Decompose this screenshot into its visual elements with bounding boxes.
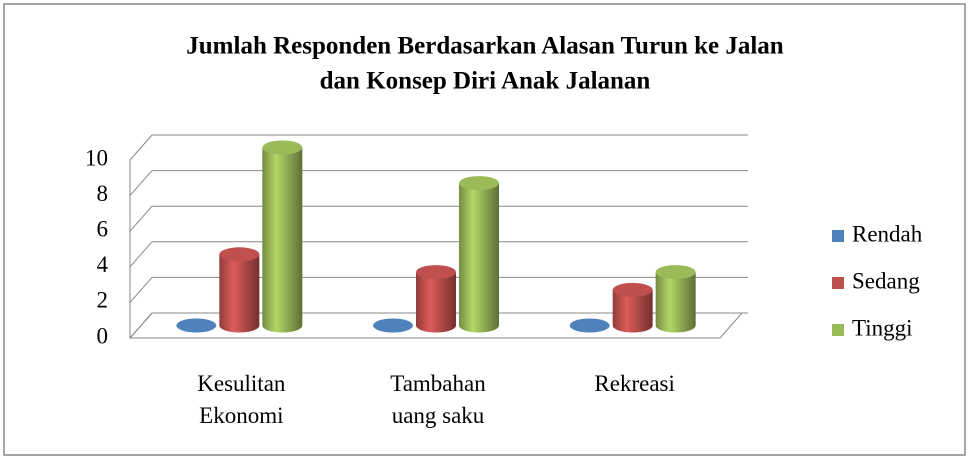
legend-label: Rendah	[852, 221, 923, 246]
bar-body	[416, 272, 457, 333]
y-tick-label: 6	[97, 216, 109, 241]
bar-top	[655, 265, 696, 280]
chart-title: dan Konsep Diri Anak Jalanan	[320, 68, 651, 95]
grid-line	[129, 241, 153, 268]
bar	[612, 282, 653, 333]
y-tick-label: 4	[97, 252, 109, 277]
bar-body	[655, 272, 696, 333]
grid-line	[129, 312, 153, 339]
x-tick-label: Tambahan uang saku	[390, 371, 486, 428]
chart-title: Jumlah Responden Berdasarkan Alasan Turu…	[186, 33, 784, 60]
bar-top	[569, 318, 610, 333]
bar	[416, 265, 457, 333]
bar-top	[373, 318, 413, 333]
bar-body	[459, 183, 499, 333]
bar	[262, 140, 303, 333]
x-tick-label: Kesulitan Ekonomi	[197, 371, 286, 428]
grid-line	[129, 277, 153, 303]
bar-body	[262, 147, 303, 333]
legend-swatch	[832, 324, 844, 336]
bar-top	[176, 318, 217, 333]
y-tick-label: 8	[97, 181, 109, 206]
bar-top	[612, 282, 653, 297]
legend-swatch	[832, 230, 844, 242]
bar	[373, 318, 413, 333]
y-tick-label: 2	[97, 288, 109, 313]
legend-swatch	[832, 277, 844, 289]
grid-line	[129, 170, 153, 196]
x-tick-label: Rekreasi	[594, 371, 675, 396]
bar-top	[262, 140, 303, 155]
bar	[655, 265, 696, 333]
legend-label: Sedang	[852, 268, 920, 293]
bar	[176, 318, 217, 333]
legend-label: Tinggi	[852, 315, 913, 340]
grid-line	[129, 134, 153, 161]
bar-body	[612, 289, 653, 333]
bar-body	[219, 254, 260, 333]
bar	[569, 318, 610, 333]
bar	[459, 176, 499, 333]
bar-top	[416, 265, 456, 280]
bar-top	[219, 247, 260, 262]
y-tick-label: 10	[85, 145, 108, 170]
bar	[219, 247, 260, 333]
bar-top	[459, 176, 499, 191]
grid-line	[129, 205, 153, 232]
y-tick-label: 0	[97, 323, 109, 348]
